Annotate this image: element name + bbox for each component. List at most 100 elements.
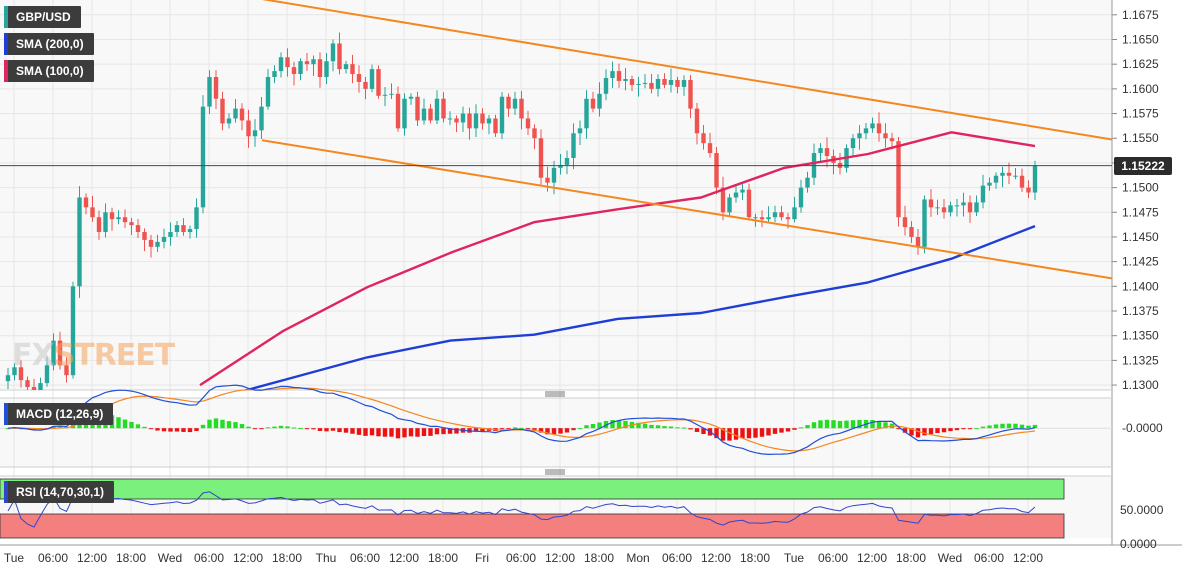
candle (434, 90, 440, 125)
candle (142, 228, 147, 252)
time-tick-label: 12:00 (77, 551, 107, 565)
candle-body (272, 71, 277, 78)
macd-histogram-bar (785, 428, 791, 432)
candle-body (610, 71, 615, 78)
candle (532, 124, 537, 150)
candle (701, 125, 706, 150)
macd-histogram-bar (727, 428, 732, 441)
macd-histogram-bar (382, 428, 388, 437)
candle (538, 129, 544, 186)
macd-histogram-bar (369, 428, 375, 436)
macd-histogram-bar (194, 428, 199, 432)
candle-body (311, 59, 316, 65)
candle-body (402, 98, 407, 129)
candle (239, 103, 245, 131)
time-tick-label: 06:00 (662, 551, 692, 565)
price-tick-label: 1.1400 (1122, 279, 1159, 293)
macd-histogram-bar (415, 428, 420, 437)
candle (317, 52, 323, 88)
time-tick-label: 18:00 (272, 551, 302, 565)
candle-body (746, 189, 752, 218)
macd-histogram-bar (343, 428, 349, 433)
macd-histogram-bar (207, 419, 212, 429)
candle (1000, 166, 1005, 188)
time-tick-label: 18:00 (584, 551, 614, 565)
macd-histogram-bar (174, 428, 180, 432)
macd-histogram-bar (928, 428, 934, 435)
macd-histogram-bar (701, 428, 706, 434)
candle (356, 65, 362, 93)
macd-histogram-bar (551, 428, 557, 435)
price-tick-label: 1.1375 (1122, 304, 1159, 318)
macd-histogram-bar (681, 427, 687, 429)
macd-histogram-bar (987, 425, 992, 429)
macd-histogram-bar (668, 426, 674, 429)
candle (688, 74, 693, 119)
candle-body (226, 118, 232, 124)
rsi-legend-text: RSI (14,70,30,1) (16, 485, 105, 499)
candle-body (252, 130, 258, 137)
candle-body (200, 106, 206, 208)
macd-histogram-bar (610, 419, 615, 429)
macd-histogram-bar (740, 428, 745, 439)
candle-body (18, 367, 24, 381)
candle (480, 108, 485, 130)
candle (941, 198, 947, 219)
macd-histogram-bar (993, 424, 999, 429)
candle (876, 112, 882, 142)
macd-histogram-bar (122, 419, 128, 429)
candle (83, 193, 89, 215)
candle (961, 192, 966, 217)
macd-histogram-bar (805, 425, 810, 429)
candle-body (389, 93, 394, 95)
candle (740, 183, 745, 201)
sma200-swatch (4, 33, 8, 55)
candle (850, 134, 856, 158)
candle (772, 205, 778, 223)
candle (402, 93, 407, 136)
candle (421, 98, 427, 125)
macd-histogram-bar (746, 428, 752, 439)
candle-body (415, 96, 420, 121)
time-tick-label: 12:00 (389, 551, 419, 565)
candle-body (623, 78, 628, 81)
macd-splitter-handle[interactable] (545, 391, 565, 397)
candle-body (922, 199, 927, 247)
macd-histogram-bar (662, 426, 667, 429)
candle-body (1006, 172, 1012, 176)
macd-histogram-bar (220, 419, 225, 429)
candle (993, 172, 999, 189)
candle-body (525, 118, 531, 129)
rsi-swatch (4, 481, 8, 503)
macd-histogram-bar (850, 420, 856, 429)
macd-histogram-bar (226, 421, 232, 429)
candle-body (714, 153, 719, 188)
macd-histogram-bar (935, 428, 940, 434)
symbol-text: GBP/USD (16, 10, 71, 24)
macd-histogram-bar (148, 428, 154, 430)
macd-histogram-bar (649, 424, 654, 429)
candle-body (356, 74, 362, 82)
candle-body (564, 157, 570, 165)
candle-body (681, 79, 687, 87)
macd-histogram-bar (694, 428, 700, 432)
candle (304, 53, 310, 72)
macd-histogram-bar (545, 428, 550, 435)
rsi-splitter-handle[interactable] (545, 469, 565, 475)
candle (493, 114, 498, 137)
macd-histogram-bar (239, 424, 245, 429)
macd-histogram-bar (772, 428, 778, 434)
macd-histogram-bar (1032, 424, 1038, 429)
candle-body (948, 205, 953, 213)
macd-histogram-bar (265, 427, 271, 429)
macd-histogram-bar (402, 428, 407, 438)
macd-histogram-bar (155, 428, 160, 431)
sma100-line (199, 131, 1036, 387)
macd-histogram-bar (467, 428, 472, 433)
candle-body (636, 83, 641, 85)
candle-body (486, 118, 492, 124)
candle-body (506, 96, 511, 109)
candle-body (213, 77, 219, 99)
price-tick-label: 1.1300 (1122, 378, 1159, 392)
